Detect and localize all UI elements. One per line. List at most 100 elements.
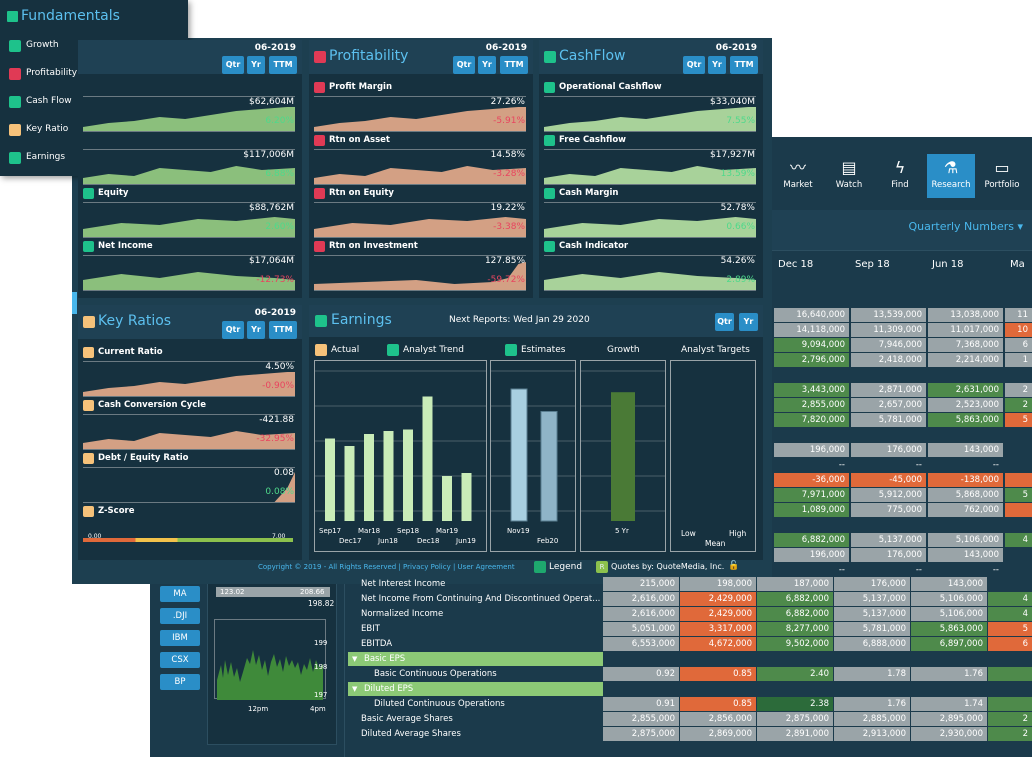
actual-bar xyxy=(403,429,413,521)
table-cell: 2,891,000 xyxy=(757,727,833,741)
table-cell: -- xyxy=(915,565,922,575)
metric-label: Debt / Equity Ratio xyxy=(98,453,189,463)
legend-icon[interactable] xyxy=(534,561,546,573)
quarterly-numbers-dropdown[interactable]: Quarterly Numbers ▾ xyxy=(905,220,1023,238)
zscore-high: 7.00 xyxy=(272,533,286,540)
table-cell: 2,616,000 xyxy=(603,607,679,621)
next-report: Next Reports: Wed Jan 29 2020 xyxy=(449,315,590,325)
actual-bar xyxy=(364,434,374,521)
yr-button[interactable]: Yr xyxy=(247,321,265,339)
earnings-header xyxy=(309,305,763,337)
col-header-row: Dec 18 Sep 18 Jun 18 Ma xyxy=(770,250,1032,278)
col-header[interactable]: Jun 18 xyxy=(932,259,964,270)
metric-sparkline xyxy=(544,255,756,291)
table-cell xyxy=(988,667,1032,681)
fund-row-label[interactable]: Earnings xyxy=(26,152,66,162)
table-cell: 5,868,000 xyxy=(928,488,1003,502)
qtr-button[interactable]: Qtr xyxy=(453,56,475,74)
ticker-button[interactable]: IBM xyxy=(160,630,200,646)
metric-change: -3.38% xyxy=(493,222,525,232)
table-cell: 1 xyxy=(1005,353,1032,367)
price-tick: 198 xyxy=(314,663,328,671)
table-cell: 2,869,000 xyxy=(680,727,756,741)
nav-watch[interactable]: ▤ Watch xyxy=(825,154,873,198)
table-cell: -- xyxy=(992,565,999,575)
metric-value: 52.78% xyxy=(720,203,755,213)
metric-change: 6.88% xyxy=(265,169,294,179)
col-header[interactable]: Ma xyxy=(1010,259,1025,270)
yr-button[interactable]: Yr xyxy=(739,313,758,331)
table-cell: 2,913,000 xyxy=(834,727,910,741)
table-cell: 2,855,000 xyxy=(603,712,679,726)
metric-label: Profit Margin xyxy=(329,82,393,92)
yr-button[interactable]: Yr xyxy=(247,56,265,74)
qtr-button[interactable]: Qtr xyxy=(222,321,244,339)
table-cell: 2,418,000 xyxy=(851,353,926,367)
ticker-button[interactable]: CSX xyxy=(160,652,200,668)
qtr-button[interactable]: Qtr xyxy=(683,56,705,74)
qtr-button[interactable]: Qtr xyxy=(222,56,244,74)
table-cell: 2.38 xyxy=(757,697,833,711)
nav-market[interactable]: 〰 Market xyxy=(774,154,822,198)
section-header[interactable] xyxy=(348,652,603,666)
fund-row-label[interactable]: Growth xyxy=(26,40,59,50)
ticker-button[interactable]: MA xyxy=(160,586,200,602)
table-cell: 2,631,000 xyxy=(928,383,1003,397)
yr-button[interactable]: Yr xyxy=(708,56,726,74)
collapse-handle[interactable] xyxy=(72,292,77,314)
table-cell: 215,000 xyxy=(603,577,679,591)
nav-portfolio[interactable]: ▭ Portfolio xyxy=(978,154,1026,198)
table-cell: 10 xyxy=(1005,323,1032,337)
qtr-button[interactable]: Qtr xyxy=(715,313,734,331)
table-cell: 5,106,000 xyxy=(928,533,1003,547)
ttm-button[interactable]: TTM xyxy=(500,56,528,74)
ticker-button[interactable]: .DJI xyxy=(160,608,200,624)
table-cell: 2,616,000 xyxy=(603,592,679,606)
metric-change: 13.59% xyxy=(720,169,755,179)
ttm-button[interactable]: TTM xyxy=(730,56,758,74)
x-tick: Dec18 xyxy=(417,537,439,545)
metric-label: Cash Conversion Cycle xyxy=(98,400,206,410)
legend-link[interactable]: Legend xyxy=(549,562,583,572)
nav-find[interactable]: ϟ Find xyxy=(876,154,924,198)
lock-icon[interactable]: 🔓 xyxy=(728,561,740,571)
col-header[interactable]: Sep 18 xyxy=(855,259,890,270)
fund-row-label[interactable]: Key Ratio xyxy=(26,124,69,134)
metric-sparkline xyxy=(314,255,526,291)
metric-swatch xyxy=(314,82,325,93)
time-tick: 4pm xyxy=(310,705,326,713)
trend-bar xyxy=(510,388,528,522)
ticker-button[interactable]: BP xyxy=(160,674,200,690)
table-cell: 2,429,000 xyxy=(680,607,756,621)
table-cell: 13,038,000 xyxy=(928,308,1003,322)
yr-button[interactable]: Yr xyxy=(478,56,496,74)
actual-bar xyxy=(325,438,335,521)
fund-swatch xyxy=(9,68,21,80)
card-title: Profitability xyxy=(329,48,409,64)
metric-sparkline xyxy=(83,149,295,185)
col-header[interactable]: Dec 18 xyxy=(778,259,814,270)
card-title: CashFlow xyxy=(559,48,626,64)
metric-change: -32.95% xyxy=(256,434,294,444)
table-cell: 7,971,000 xyxy=(774,488,849,502)
table-cell: 5,137,000 xyxy=(834,607,910,621)
table-cell: 2,875,000 xyxy=(603,727,679,741)
metric-label: Cash Indicator xyxy=(559,241,629,251)
ttm-button[interactable]: TTM xyxy=(269,321,297,339)
actual-bar xyxy=(344,446,355,521)
nav-research[interactable]: ⚗ Research xyxy=(927,154,975,198)
quotemedia-logo: R xyxy=(596,561,608,573)
section-header[interactable] xyxy=(348,682,603,696)
metric-label: Rtn on Investment xyxy=(329,241,418,251)
table-cell: 196,000 xyxy=(774,443,849,457)
chevron-down-icon: ▾ xyxy=(1017,220,1023,233)
ttm-button[interactable]: TTM xyxy=(269,56,297,74)
table-cell: 5,912,000 xyxy=(851,488,926,502)
x-tick: Jun18 xyxy=(377,537,398,545)
table-cell: 176,000 xyxy=(851,443,926,457)
fund-row-label[interactable]: Cash Flow xyxy=(26,96,72,106)
fund-row-label[interactable]: Profitability xyxy=(26,68,78,78)
table-cell xyxy=(988,697,1032,711)
copyright[interactable]: Copyright © 2019 - All Rights Reserved |… xyxy=(258,563,515,571)
table-cell: 9,502,000 xyxy=(757,637,833,651)
